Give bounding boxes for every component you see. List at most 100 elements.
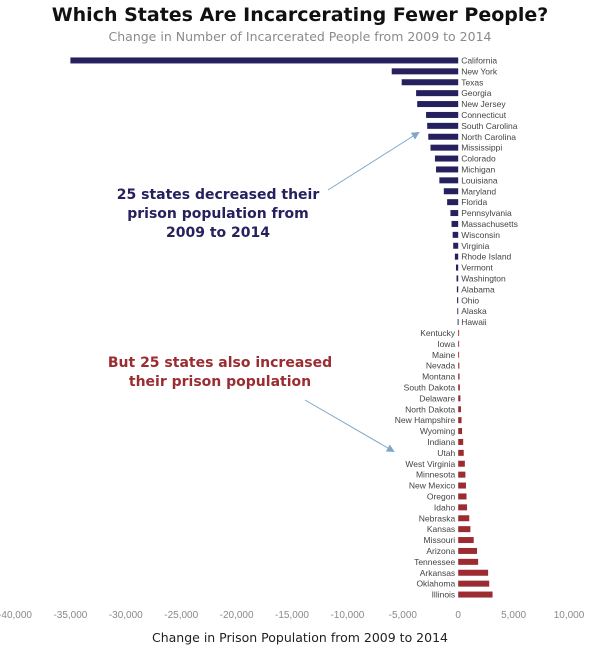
category-label-utah: Utah <box>437 448 455 458</box>
bar-north-carolina <box>428 133 459 140</box>
category-label-north-dakota: North Dakota <box>405 404 455 414</box>
category-label-arkansas: Arkansas <box>420 568 455 578</box>
bar-utah <box>458 449 464 456</box>
x-tick-label: -5,000 <box>389 610 418 621</box>
category-label-illinois: Illinois <box>432 590 456 600</box>
bar-kentucky <box>458 329 460 336</box>
x-tick-label: 10,000 <box>554 610 585 621</box>
category-label-louisiana: Louisiana <box>461 175 498 185</box>
x-tick-label: 0 <box>455 610 461 621</box>
category-label-minnesota: Minnesota <box>416 470 455 480</box>
bar-minnesota <box>458 471 466 478</box>
category-label-maine: Maine <box>432 350 455 360</box>
category-label-pennsylvania: Pennsylvania <box>461 208 512 218</box>
category-label-georgia: Georgia <box>461 88 492 98</box>
category-label-tennessee: Tennessee <box>414 557 455 567</box>
category-label-west-virginia: West Virginia <box>405 459 455 469</box>
category-label-virginia: Virginia <box>461 241 489 251</box>
bar-new-york <box>391 68 459 75</box>
category-label-delaware: Delaware <box>419 393 455 403</box>
bar-south-carolina <box>427 122 459 129</box>
category-label-missouri: Missouri <box>424 535 456 545</box>
category-label-ohio: Ohio <box>461 295 479 305</box>
bar-pennsylvania <box>450 210 459 217</box>
category-label-washington: Washington <box>461 273 506 283</box>
bar-louisiana <box>439 177 459 184</box>
category-label-nevada: Nevada <box>426 361 456 371</box>
category-label-oregon: Oregon <box>427 491 456 501</box>
x-tick-label: -40,000 <box>0 610 32 621</box>
category-label-south-dakota: South Dakota <box>404 382 456 392</box>
annotation-arrow-increased <box>304 399 395 453</box>
annotation-decreased-line-3: 2009 to 2014 <box>166 225 270 241</box>
category-label-idaho: Idaho <box>434 502 456 512</box>
category-label-new-york: New York <box>461 66 498 76</box>
category-label-kansas: Kansas <box>427 524 455 534</box>
bar-mississippi <box>430 144 459 151</box>
bar-new-jersey <box>417 101 459 108</box>
category-label-massachusetts: Massachusetts <box>461 219 518 229</box>
annotation-decreased-line-1: 25 states decreased their <box>116 187 320 203</box>
bar-north-dakota <box>458 406 461 413</box>
category-label-texas: Texas <box>461 77 483 87</box>
chart-title: Which States Are Incarcerating Fewer Peo… <box>51 4 549 26</box>
category-label-new-jersey: New Jersey <box>461 99 506 109</box>
category-label-oklahoma: Oklahoma <box>416 579 455 589</box>
bar-tennessee <box>458 558 479 565</box>
bar-alabama <box>456 286 459 293</box>
category-label-california: California <box>461 55 497 65</box>
category-label-hawaii: Hawaii <box>461 317 487 327</box>
category-label-north-carolina: North Carolina <box>461 132 516 142</box>
bar-idaho <box>458 504 468 511</box>
x-tick-label: -15,000 <box>275 610 309 621</box>
bar-washington <box>456 275 459 282</box>
bar-arkansas <box>458 569 489 576</box>
category-label-alabama: Alabama <box>461 284 495 294</box>
bar-wyoming <box>458 428 463 435</box>
category-label-connecticut: Connecticut <box>461 110 507 120</box>
bar-alaska <box>457 308 459 315</box>
x-axis-label: Change in Prison Population from 2009 to… <box>151 630 448 645</box>
bar-maryland <box>443 188 459 195</box>
category-label-south-carolina: South Carolina <box>461 121 518 131</box>
category-label-maryland: Maryland <box>461 186 496 196</box>
category-label-colorado: Colorado <box>461 154 496 164</box>
category-label-montana: Montana <box>422 372 455 382</box>
bar-delaware <box>458 395 461 402</box>
x-tick-label: -30,000 <box>109 610 143 621</box>
category-label-wyoming: Wyoming <box>420 426 456 436</box>
annotation-increased-line-1: But 25 states also increased <box>107 355 333 371</box>
bar-oregon <box>458 493 467 500</box>
bar-nevada <box>458 362 460 369</box>
bar-colorado <box>434 155 459 162</box>
x-tick-label: -10,000 <box>330 610 364 621</box>
bar-indiana <box>458 438 464 445</box>
annotation-decreased: 25 states decreased their prison populat… <box>108 186 328 243</box>
annotation-increased-line-2: their prison population <box>128 374 312 390</box>
bar-maine <box>458 351 460 358</box>
bar-missouri <box>458 537 474 544</box>
bar-rhode-island <box>454 253 459 260</box>
bar-arizona <box>458 547 478 554</box>
bar-michigan <box>436 166 459 173</box>
chart-subtitle: Change in Number of Incarcerated People … <box>108 29 492 44</box>
bar-hawaii <box>457 319 459 326</box>
bar-new-hampshire <box>458 417 462 424</box>
category-label-mississippi: Mississippi <box>461 143 502 153</box>
category-label-kentucky: Kentucky <box>420 328 456 338</box>
bar-vermont <box>455 264 459 271</box>
bar-ohio <box>457 297 459 304</box>
category-label-arizona: Arizona <box>426 546 455 556</box>
category-label-florida: Florida <box>461 197 487 207</box>
category-label-wisconsin: Wisconsin <box>461 230 500 240</box>
annotation-arrow-decreased <box>327 131 420 191</box>
bar-kansas <box>458 526 471 533</box>
bar-california <box>70 57 459 64</box>
bar-connecticut <box>426 111 459 118</box>
category-label-alaska: Alaska <box>461 306 487 316</box>
bar-west-virginia <box>458 460 465 467</box>
x-tick-label: 5,000 <box>501 610 526 621</box>
bar-wisconsin <box>452 231 459 238</box>
category-label-vermont: Vermont <box>461 263 493 273</box>
x-tick-label: -25,000 <box>164 610 198 621</box>
